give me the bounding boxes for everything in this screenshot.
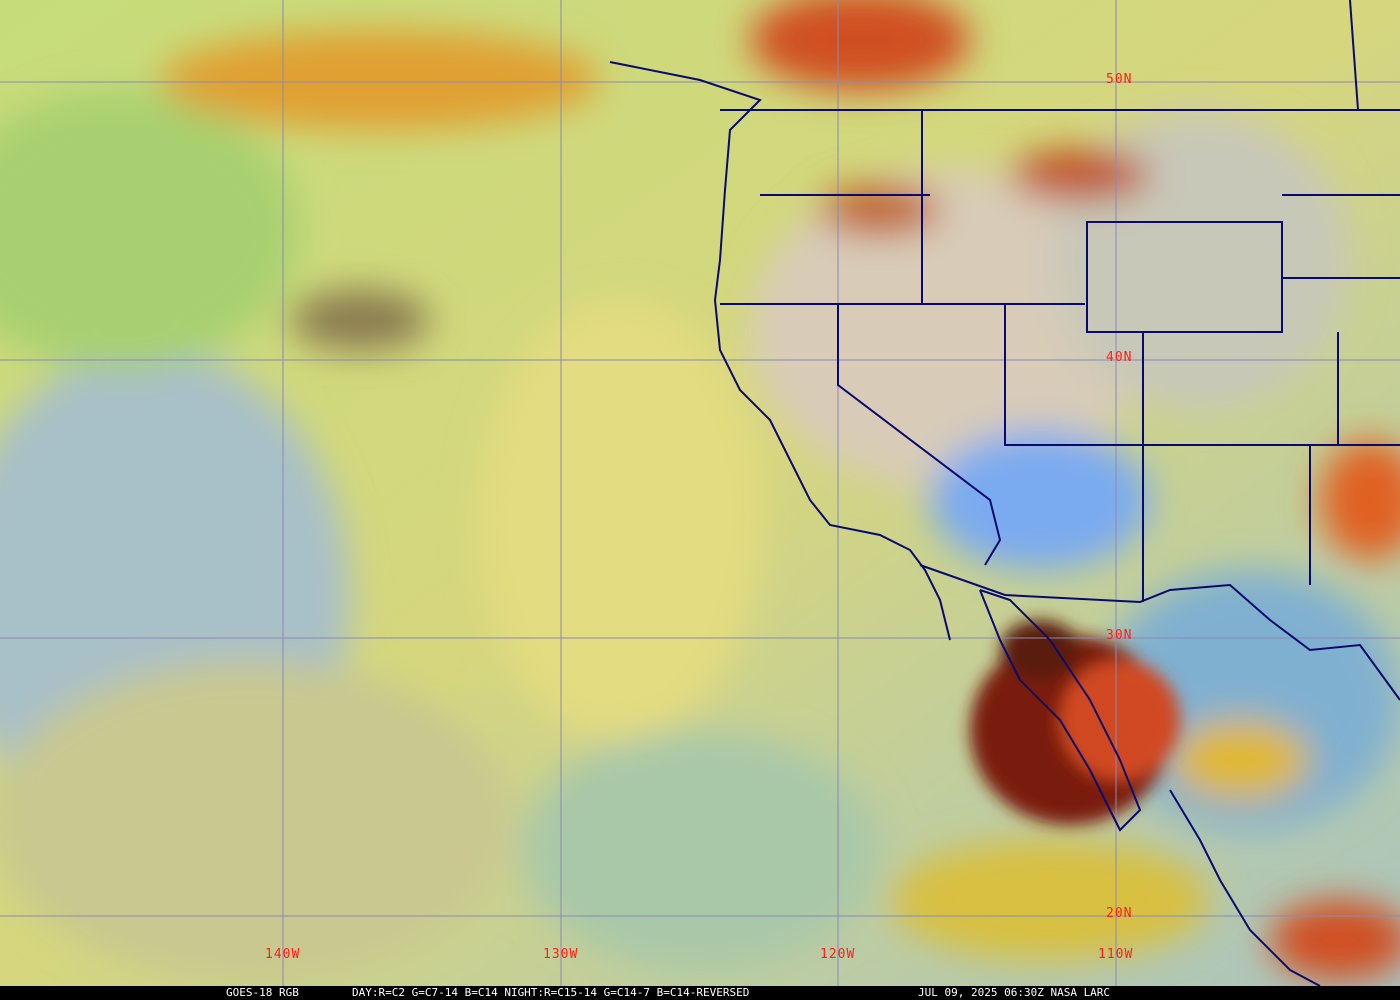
deep-convection [970,620,1180,825]
coastlines-and-borders [609,0,1400,986]
rgb-recipe: DAY:R=C2 G=C7-14 B=C14 NIGHT:R=C15-14 G=… [352,986,750,999]
timestamp: JUL 09, 2025 06:30Z NASA LARC [918,986,1111,999]
latitude-label-40n: 40N [1106,350,1133,365]
image-caption-bar: GOES-18 RGB DAY:R=C2 G=C7-14 B=C14 NIGHT… [0,986,1400,1000]
longitude-label-140w: 140W [265,947,301,962]
latitude-label-30n: 30N [1106,628,1133,643]
longitude-label-120w: 120W [820,947,856,962]
longitude-label-110w: 110W [1098,947,1134,962]
latitude-label-50n: 50N [1106,72,1133,87]
latitude-label-20n: 20N [1106,906,1133,921]
longitude-label-130w: 130W [543,947,579,962]
satellite-name: GOES-18 RGB [226,986,299,999]
